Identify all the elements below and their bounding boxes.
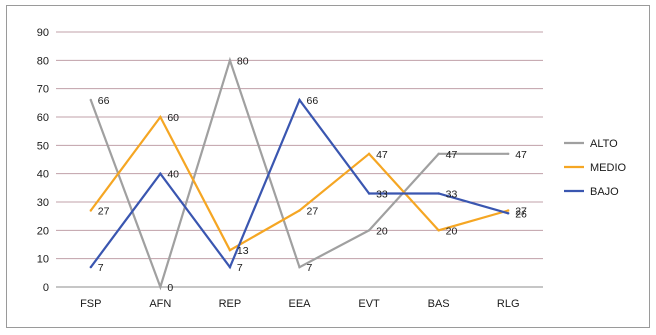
data-label: 7 [307,262,313,274]
x-tick-label: EEA [288,298,311,310]
data-label: 0 [167,282,173,294]
y-tick-label: 20 [37,225,49,237]
legend-label: ALTO [590,138,618,150]
data-label: 26 [515,208,527,220]
data-label: 7 [237,262,243,274]
data-point [507,212,510,215]
y-tick-label: 70 [37,84,49,96]
data-label: 27 [515,206,527,218]
data-label: 47 [446,149,458,161]
data-point [507,152,510,156]
y-tick-label: 80 [37,55,49,67]
data-point [298,265,301,269]
data-point [437,152,440,156]
data-point [367,192,371,195]
data-point [228,265,232,269]
data-point [89,265,92,269]
data-labels: 66 0 80 7 20 47 47 27 60 13 27 47 20 27 7 40 7 66 33 33 26 [98,55,527,294]
x-tick-label: EVT [358,298,380,310]
data-point [89,209,92,212]
data-point [437,229,440,232]
legend-label: MEDIO [590,162,627,174]
x-tick-label: FSP [80,298,101,310]
data-point [89,98,92,102]
data-label: 27 [307,206,319,218]
y-tick-label: 90 [37,27,49,39]
x-axis-ticks: FSP AFN REP EEA EVT BAS RLG [80,298,519,310]
y-tick-label: 40 [37,169,49,181]
data-point [228,248,232,252]
data-point [298,209,301,212]
data-point [298,98,301,102]
data-point [228,59,232,62]
data-point [367,229,371,232]
x-tick-label: REP [219,298,242,310]
data-label: 40 [167,169,179,181]
legend-label: BAJO [590,186,619,198]
data-point [159,172,162,175]
series-lines [89,56,510,291]
y-tick-label: 0 [43,282,49,294]
data-label: 33 [376,189,388,201]
y-axis-ticks: 0 10 20 30 40 50 60 70 80 90 [37,27,49,294]
data-label: 20 [376,225,388,237]
y-tick-label: 50 [37,140,49,152]
data-point [159,115,162,119]
data-label: 47 [515,149,527,161]
data-label: 20 [446,225,458,237]
y-tick-label: 10 [37,254,49,266]
data-label: 66 [307,95,319,107]
x-tick-label: BAS [428,298,450,310]
legend: ALTO MEDIO BAJO [564,138,627,198]
y-tick-label: 60 [37,112,49,124]
data-label: 47 [376,149,388,161]
data-label: 27 [98,206,110,218]
data-label: 33 [446,189,458,201]
gridlines [56,31,543,288]
data-label: 80 [237,55,249,67]
x-tick-label: AFN [149,298,171,310]
data-label: 66 [98,95,110,107]
x-tick-label: RLG [497,298,520,310]
y-tick-label: 30 [37,197,49,209]
data-point [367,152,371,156]
data-label: 7 [98,262,104,274]
data-point [437,192,440,195]
data-point [159,285,162,289]
data-point [507,209,510,212]
data-label: 13 [237,245,249,257]
chart-frame: 0 10 20 30 40 50 60 70 80 90 FSP AFN REP EEA EVT BAS RL… [6,5,650,328]
data-label: 60 [167,112,179,124]
